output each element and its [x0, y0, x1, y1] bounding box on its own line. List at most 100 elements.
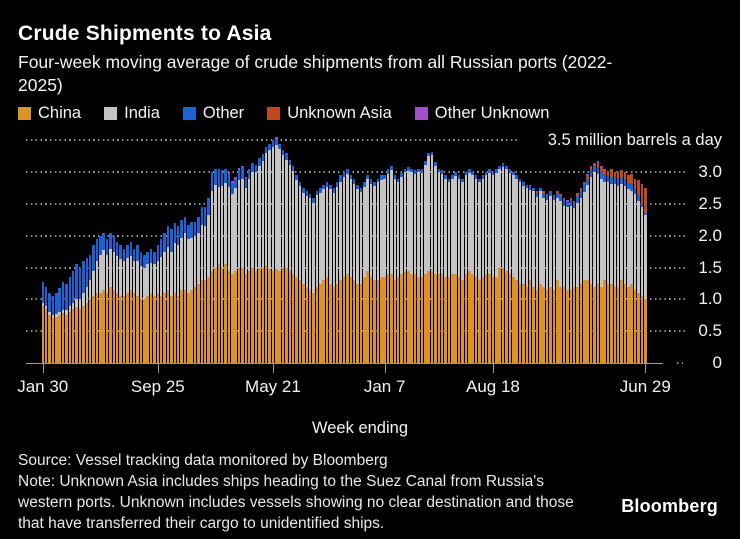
bar-segment-india	[251, 172, 254, 268]
bar-week-31	[146, 251, 149, 363]
bar-segment-other	[109, 232, 112, 249]
x-tick	[272, 363, 274, 373]
bar-segment-china	[61, 313, 65, 363]
bar-week-130	[481, 175, 485, 363]
bar-segment-china	[197, 283, 200, 363]
bar-segment-india	[444, 178, 447, 278]
legend-swatch-icon	[267, 107, 281, 120]
bar-segment-china	[136, 296, 139, 363]
bar-week-79	[308, 194, 312, 363]
bar-segment-india	[132, 261, 136, 294]
bar-segment-other	[569, 199, 573, 206]
bar-segment-other-unknown	[234, 177, 237, 179]
bar-week-174	[630, 173, 633, 363]
bar-segment-india	[48, 312, 51, 316]
bar-segment-china	[562, 286, 566, 363]
bar-week-161	[586, 174, 589, 363]
bar-segment-other	[44, 286, 48, 306]
bar-segment-china	[308, 289, 312, 363]
bar-segment-china	[447, 277, 451, 363]
bar-segment-other	[562, 199, 566, 206]
bar-segment-china	[566, 289, 569, 363]
bar-segment-other	[410, 169, 413, 173]
bar-week-76	[298, 181, 302, 363]
bar-segment-india	[342, 177, 346, 278]
bar-week-66	[264, 146, 268, 363]
bar-segment-china	[295, 277, 298, 363]
bar-week-116	[434, 162, 437, 363]
bar-segment-other	[126, 245, 129, 259]
bar-segment-other	[566, 202, 569, 208]
bar-segment-china	[315, 286, 319, 363]
bar-segment-other	[528, 186, 532, 191]
bar-week-138	[508, 169, 512, 363]
bar-segment-china	[115, 293, 119, 363]
bar-week-107	[403, 169, 407, 363]
bar-segment-india	[556, 198, 559, 281]
bar-segment-india	[380, 180, 383, 278]
bar-segment-india	[589, 177, 593, 284]
bar-segment-china	[417, 277, 420, 363]
bar-segment-china	[75, 307, 78, 363]
bar-segment-india	[231, 194, 234, 274]
bar-segment-china	[525, 286, 529, 363]
bar-segment-other	[549, 191, 552, 197]
bar-segment-india	[109, 248, 112, 287]
bar-segment-china	[285, 267, 288, 363]
bar-segment-china	[383, 277, 386, 363]
bar-segment-other	[329, 184, 332, 189]
y-tick-label: 0	[712, 353, 722, 372]
bar-segment-other	[122, 248, 126, 262]
bar-segment-china	[227, 270, 231, 363]
bar-segment-india	[403, 172, 407, 271]
bar-week-22	[115, 242, 119, 363]
bar-segment-india	[183, 232, 187, 290]
bar-segment-other	[471, 172, 474, 176]
bar-week-111	[417, 169, 420, 363]
bar-segment-india	[224, 183, 227, 265]
bar-segment-china	[386, 273, 390, 363]
bar-segment-other	[369, 178, 373, 184]
bar-segment-india	[396, 181, 400, 278]
bar-week-10	[75, 264, 78, 363]
bar-segment-other	[430, 151, 434, 156]
bar-week-122	[454, 172, 457, 363]
legend-swatch-icon	[18, 107, 31, 120]
bar-segment-unknown-asia	[620, 170, 623, 178]
bar-segment-india	[122, 261, 126, 297]
bar-week-128	[474, 175, 478, 363]
y-axis-unit-label: 3.5 million barrels a day	[547, 131, 722, 149]
bar-segment-other	[58, 287, 61, 313]
bar-week-72	[285, 153, 288, 363]
bar-segment-india	[156, 261, 160, 294]
bar-segment-other	[495, 169, 498, 173]
y-tick-label: 1.5	[698, 257, 722, 277]
legend-swatch-icon	[182, 107, 196, 120]
bar-segment-china	[532, 286, 535, 363]
bar-segment-other	[305, 191, 309, 197]
bar-segment-china	[627, 286, 630, 363]
bar-segment-india	[153, 264, 156, 297]
bar-segment-india	[613, 183, 617, 287]
bar-segment-india	[281, 155, 285, 268]
bar-week-50	[210, 172, 214, 363]
bar-segment-other	[275, 138, 278, 145]
bar-segment-other	[508, 169, 512, 173]
y-tick-label: 2.5	[698, 194, 722, 213]
bar-week-71	[281, 149, 285, 363]
bar-week-121	[451, 175, 454, 363]
bar-segment-china	[126, 293, 129, 363]
bar-segment-china	[129, 289, 132, 363]
bar-segment-india	[335, 186, 339, 284]
bar-segment-china	[356, 283, 359, 363]
bar-segment-other	[403, 169, 407, 173]
bar-week-18	[102, 232, 105, 363]
bar-segment-india	[593, 172, 596, 287]
bar-segment-india	[92, 270, 95, 297]
bar-segment-other	[234, 178, 237, 189]
bar-week-150	[549, 191, 552, 363]
bar-segment-india	[356, 188, 359, 284]
bar-segment-india	[85, 286, 88, 303]
gridline-0.5	[26, 330, 685, 333]
bar-week-147	[539, 188, 542, 363]
